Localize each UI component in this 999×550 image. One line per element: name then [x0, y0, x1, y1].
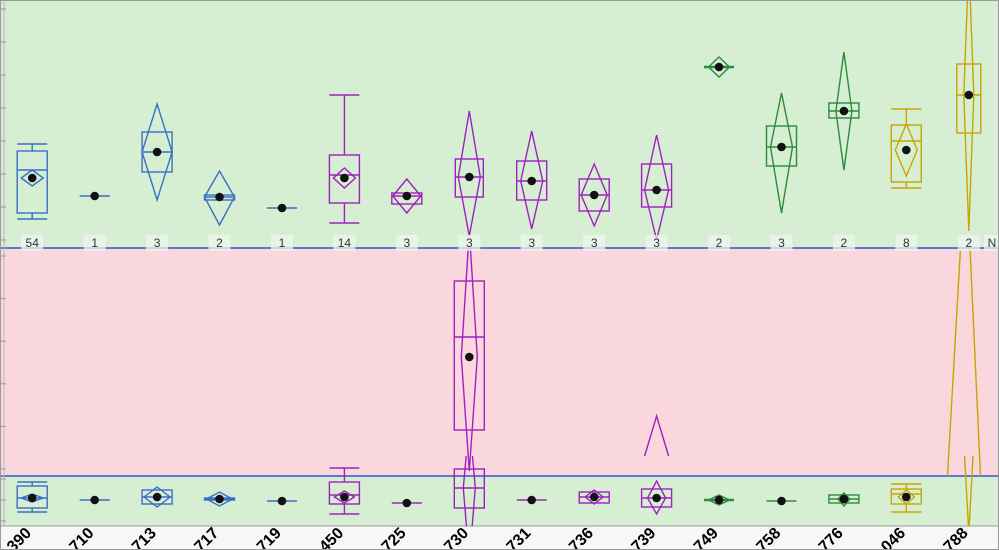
svg-text:3: 3 — [403, 236, 410, 250]
svg-text:3: 3 — [528, 236, 535, 250]
svg-text:14: 14 — [338, 236, 352, 250]
svg-text:3: 3 — [653, 236, 660, 250]
svg-text:3: 3 — [778, 236, 785, 250]
svg-text:N: N — [988, 236, 997, 250]
svg-text:1: 1 — [91, 236, 98, 250]
svg-text:2: 2 — [841, 236, 848, 250]
svg-text:3: 3 — [591, 236, 598, 250]
svg-text:1: 1 — [279, 236, 286, 250]
svg-text:54: 54 — [26, 236, 40, 250]
svg-text:3: 3 — [466, 236, 473, 250]
svg-text:3: 3 — [154, 236, 161, 250]
svg-text:8: 8 — [903, 236, 910, 250]
svg-text:2: 2 — [716, 236, 723, 250]
svg-text:2: 2 — [216, 236, 223, 250]
svg-text:2: 2 — [965, 236, 972, 250]
